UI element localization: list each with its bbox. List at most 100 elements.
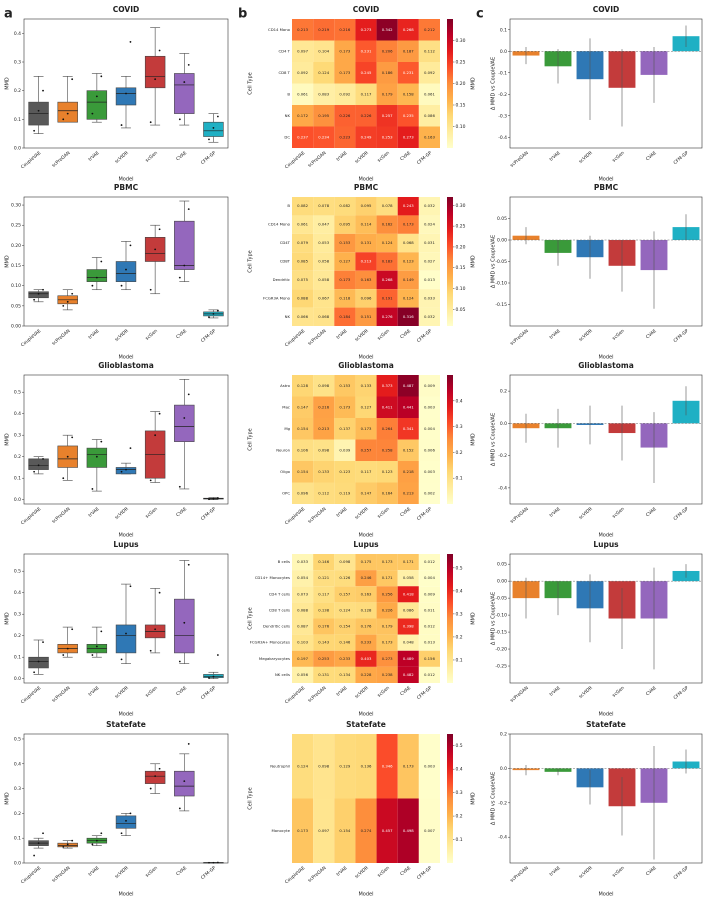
data-point: [95, 95, 98, 98]
heatmap-cell: [355, 307, 377, 326]
data-point: [42, 288, 44, 291]
y-tick-label: 0.10: [11, 283, 21, 289]
cell-label: 0.118: [339, 295, 350, 300]
heatmap-cell: [397, 126, 419, 148]
heatmap-cell: [418, 666, 440, 683]
data-point: [129, 585, 132, 588]
data-point: [91, 843, 94, 846]
heatmap-cell: [355, 83, 377, 105]
data-point: [33, 298, 36, 301]
data-point: [183, 780, 186, 783]
heatmap-cell: [418, 634, 440, 651]
x-tick-label: CoupleVAE: [284, 150, 307, 170]
y-axis-label: MMD: [5, 77, 11, 90]
x-axis-label: Model: [118, 892, 133, 898]
x-tick-label: scVIDR: [114, 865, 130, 880]
heatmap-cell: [292, 233, 314, 253]
colorbar: [447, 375, 453, 504]
y-axis-label: Cell Type: [248, 250, 254, 272]
row-label: Dendritic: [273, 277, 290, 282]
heatmap-cell: [334, 197, 356, 216]
y-axis-label: Δ MMD vs CoupleVAE: [491, 235, 497, 288]
data-point: [71, 78, 74, 81]
cell-label: 0.498: [403, 828, 414, 833]
heatmap-cell: [418, 418, 440, 440]
data-point: [66, 647, 69, 650]
data-point: [71, 292, 74, 295]
data-point: [37, 292, 40, 295]
cell-label: 0.212: [424, 27, 435, 32]
x-tick-label: scGen: [144, 150, 159, 164]
cell-label: 0.187: [403, 48, 414, 53]
cell-label: 0.264: [382, 426, 393, 431]
heatmap-cell: [397, 396, 419, 418]
x-tick-label: CVAE: [399, 865, 412, 877]
cell-label: 0.009: [424, 591, 435, 596]
heatmap-cell: [355, 482, 377, 504]
data-point: [100, 440, 103, 443]
data-point: [125, 819, 127, 822]
colorbar-tick-label: 0.1: [456, 476, 463, 482]
heatmap-cell: [355, 634, 377, 651]
data-point: [216, 861, 219, 864]
cell-label: 0.131: [318, 672, 329, 677]
cell-label: 0.123: [339, 469, 350, 474]
cell-label: 0.489: [403, 656, 414, 661]
cell-label: 0.197: [297, 656, 308, 661]
heatmap-cell: [292, 666, 314, 683]
heatmap-cell: [418, 586, 440, 603]
cell-label: 0.173: [403, 763, 414, 768]
x-axis-label: Model: [358, 712, 373, 718]
box: [115, 261, 137, 282]
x-tick-label: CoupleVAE: [284, 506, 307, 526]
heatmap-cell: [355, 602, 377, 619]
y-axis-label: Cell Type: [248, 72, 254, 94]
cell-label: 0.092: [424, 70, 435, 75]
heatmap-cell: [313, 215, 335, 234]
cell-label: 0.128: [361, 607, 372, 612]
cell-label: 0.235: [403, 113, 414, 118]
cell-label: 0.129: [339, 763, 350, 768]
cell-label: 0.253: [318, 656, 329, 661]
heatmap-cell: [292, 40, 314, 62]
x-tick-label: scGen: [144, 865, 159, 879]
cell-label: 0.147: [297, 404, 308, 409]
x-tick-label: CFM-GP: [200, 506, 218, 522]
data-point: [91, 488, 94, 490]
colorbar-tick-label: 0.10: [456, 286, 466, 292]
colorbar-tick-label: 0.3: [456, 790, 463, 796]
data-point: [216, 654, 219, 656]
x-axis-label: Model: [118, 712, 133, 718]
x-tick-label: scVIDR: [354, 865, 370, 880]
x-tick-label: scGen: [611, 506, 626, 520]
heatmap-cell: [355, 554, 377, 571]
colorbar-tick-label: 0.15: [456, 265, 466, 271]
y-tick-label: 0.5: [14, 736, 21, 742]
cell-label: 0.418: [403, 591, 414, 596]
x-tick-label: CFM-GP: [416, 865, 434, 881]
y-tick-label: 0.0: [14, 861, 21, 867]
heatmap-cell: [376, 105, 398, 127]
x-tick-label: trVAE: [87, 150, 100, 163]
x-tick-label: scVIDR: [114, 328, 130, 343]
x-tick-label: scVIDR: [578, 150, 594, 165]
data-point: [149, 288, 152, 291]
row-label: Mg: [284, 426, 290, 431]
cell-label: 0.124: [339, 607, 350, 612]
data-point: [183, 621, 186, 624]
chart-title: Lupus: [593, 540, 619, 549]
heatmap-cell: [376, 650, 398, 667]
cell-label: 0.047: [318, 222, 329, 227]
heatmap-cell: [313, 461, 335, 483]
data-point: [183, 81, 186, 83]
cell-label: 0.373: [382, 383, 393, 388]
cell-label: 0.078: [382, 203, 393, 208]
y-tick-label: 0.05: [497, 216, 507, 222]
y-axis-label: MMD: [5, 433, 11, 446]
cell-label: 0.256: [382, 591, 393, 596]
plot-frame: [23, 553, 229, 684]
cell-label: 0.223: [339, 134, 350, 139]
heatmap-cell: [397, 40, 419, 62]
heatmap-cell: [334, 233, 356, 253]
y-tick-label: 0.4: [14, 761, 21, 767]
